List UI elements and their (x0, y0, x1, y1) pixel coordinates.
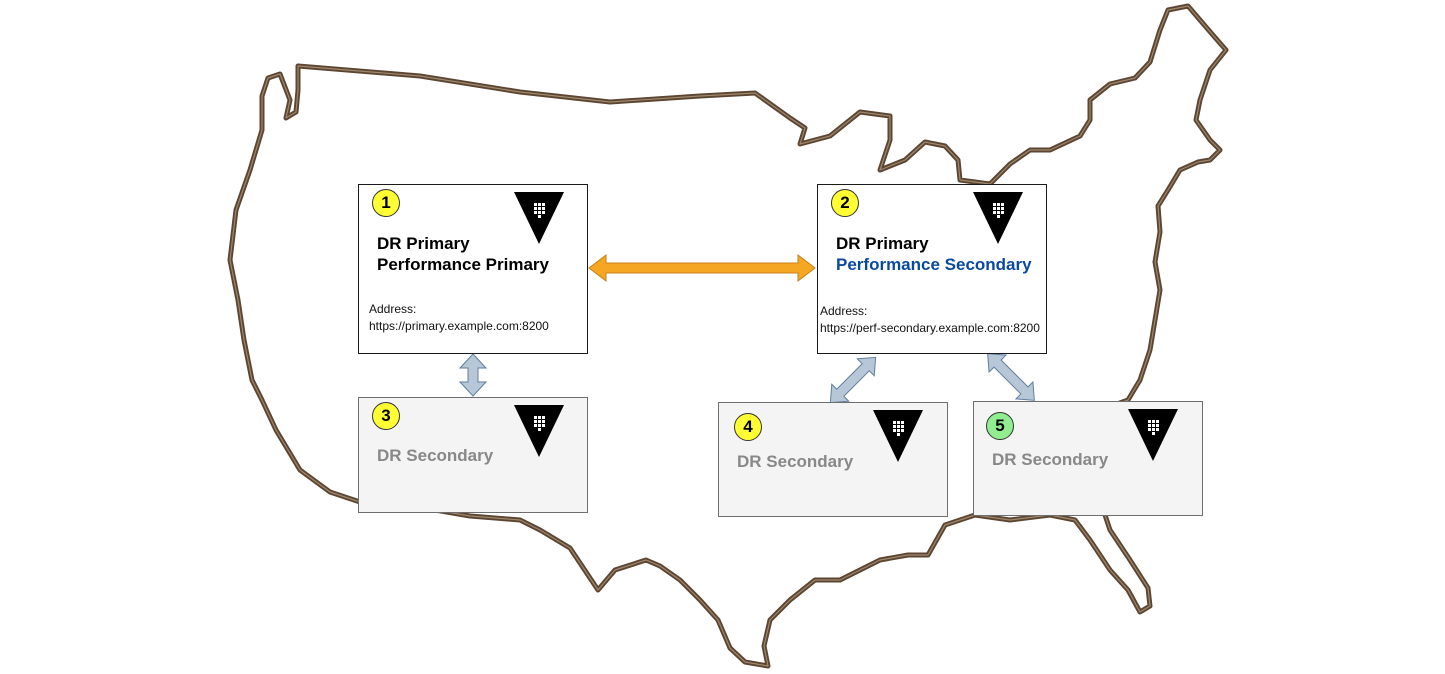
node-address: Address: https://primary.example.com:820… (369, 301, 549, 335)
cluster-node-5: 5 DR Secondary (973, 401, 1203, 516)
vault-logo-icon (871, 409, 925, 463)
address-value: https://perf-secondary.example.com:8200 (820, 321, 1040, 335)
address-label: Address: (369, 302, 417, 316)
address-value: https://primary.example.com:8200 (369, 319, 549, 333)
node-role-title: DR Secondary (992, 450, 1109, 469)
node-number-badge: 5 (986, 412, 1014, 440)
node-role-title: DR Primary Performance Secondary (836, 233, 1032, 275)
address-label: Address: (820, 304, 868, 318)
node-role-title: DR Secondary (377, 446, 494, 465)
map-outline-highlight (229, 5, 1227, 667)
cluster-node-2: 2 DR Primary Performance Secondary Addre… (817, 184, 1047, 354)
node-number-badge: 2 (831, 189, 859, 217)
role-line-performance: Performance Secondary (836, 255, 1032, 274)
node-address: Address: https://perf-secondary.example.… (820, 303, 1040, 337)
role-line-performance: Performance Primary (377, 255, 549, 274)
node-role-title: DR Primary Performance Primary (377, 233, 549, 275)
vault-logo-icon (1126, 408, 1180, 462)
vault-logo-icon (512, 404, 566, 458)
vault-logo-icon (971, 191, 1025, 245)
node-role-title: DR Secondary (737, 452, 854, 471)
cluster-node-4: 4 DR Secondary (718, 402, 948, 517)
vault-logo-icon (512, 191, 566, 245)
cluster-node-3: 3 DR Secondary (358, 397, 588, 513)
node-number-badge: 3 (372, 402, 400, 430)
role-line-dr: DR Primary (836, 234, 929, 253)
node-number-badge: 4 (734, 413, 762, 441)
node-number-badge: 1 (372, 189, 400, 217)
role-line-dr: DR Primary (377, 234, 470, 253)
cluster-node-1: 1 DR Primary Performance Primary Address… (358, 184, 588, 354)
